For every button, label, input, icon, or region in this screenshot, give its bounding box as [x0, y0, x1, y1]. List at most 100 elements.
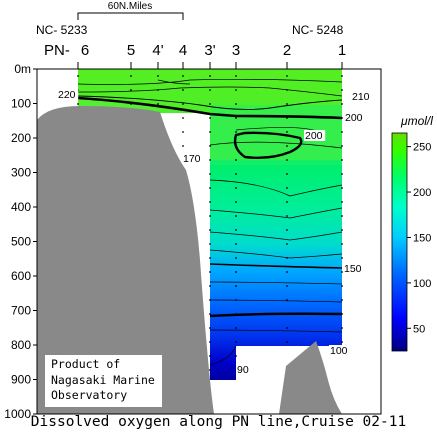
sample-dot — [209, 285, 211, 287]
seafloor-right — [279, 341, 342, 414]
colorbar-tick-label: 150 — [413, 232, 431, 244]
sample-dot — [286, 215, 288, 217]
sample-dot — [182, 117, 184, 119]
colorbar-tick-label: 50 — [413, 323, 425, 335]
contour-label-bg — [351, 91, 373, 102]
sample-dot — [341, 215, 343, 217]
station-labels: 6 5 4' 4 3' 3 2 1 — [77, 42, 346, 69]
sample-dot — [235, 243, 237, 245]
y-axis: 0m 100 200 300 400 500 600 700 800 900 1000 — [4, 62, 37, 421]
sample-dot — [157, 103, 159, 105]
y-tick-label: 0m — [14, 62, 31, 76]
station-label: 3 — [232, 42, 240, 59]
sample-dot — [209, 299, 211, 301]
sample-dot — [286, 131, 288, 133]
sample-dot — [286, 187, 288, 189]
contour-line — [209, 249, 343, 259]
sample-dot — [209, 75, 211, 77]
contour-label: 90 — [237, 364, 249, 376]
contour-label-bg — [329, 345, 351, 356]
scale-bar-label: 60N.Miles — [108, 1, 152, 12]
contour-line — [209, 312, 343, 318]
contour-lines — [77, 78, 343, 366]
contour-line — [233, 131, 303, 160]
contour-label: 220 — [58, 89, 76, 101]
y-tick-label: 700 — [11, 304, 31, 318]
colorbar-ticks: 50 100 150 200 250 — [407, 142, 431, 335]
sample-dot — [286, 299, 288, 301]
sample-dot — [286, 159, 288, 161]
sample-dot — [341, 173, 343, 175]
sample-dot — [182, 145, 184, 147]
sample-dot — [235, 131, 237, 133]
sample-dot — [341, 327, 343, 329]
sample-dot — [235, 257, 237, 259]
sample-dot — [286, 327, 288, 329]
y-tick-label: 300 — [11, 166, 31, 180]
sample-dot — [209, 117, 211, 119]
contour-labels: 220 210 200 200 170 150 100 90 — [57, 89, 373, 376]
sample-dot — [341, 299, 343, 301]
contour-line — [209, 179, 343, 197]
station-label: 3' — [204, 42, 215, 59]
sample-dot — [341, 117, 343, 119]
credit-line: Nagasaki Marine — [51, 372, 155, 387]
sample-dot — [77, 75, 79, 77]
station-label: 4' — [152, 42, 163, 59]
credit-line: Product of — [51, 357, 121, 371]
contour-line — [157, 79, 191, 85]
sample-dot — [130, 89, 132, 91]
station-id-right: NC- 5248 — [292, 23, 344, 37]
sample-dot — [286, 201, 288, 203]
sample-dot — [209, 187, 211, 189]
contour-label: 150 — [344, 263, 362, 275]
sample-dot — [341, 131, 343, 133]
colorbar-scale — [391, 132, 408, 352]
contour-label: 170 — [183, 153, 201, 165]
sample-dot — [235, 313, 237, 315]
y-tick-label: 1000 — [4, 407, 31, 421]
station-label: 6 — [81, 42, 89, 59]
sample-dot — [209, 257, 211, 259]
station-prefix: PN- — [44, 42, 70, 59]
sample-dot — [182, 103, 184, 105]
contour-line — [77, 95, 343, 110]
sample-dot — [209, 355, 211, 357]
sample-dot — [235, 201, 237, 203]
sample-dot — [209, 131, 211, 133]
chart-title: Dissolved oxygen along PN line,Cruise 02… — [30, 414, 407, 430]
sample-dot — [341, 89, 343, 91]
sample-dot — [157, 89, 159, 91]
sample-dot — [209, 215, 211, 217]
sample-dot — [286, 271, 288, 273]
sample-dot — [286, 75, 288, 77]
sample-dot — [209, 201, 211, 203]
contour-label: 200 — [305, 130, 323, 142]
sample-dot — [235, 89, 237, 91]
sample-dot — [286, 103, 288, 105]
station-label: 4 — [179, 42, 187, 59]
colorbar-tick-label: 100 — [413, 278, 431, 290]
sample-dot — [341, 313, 343, 315]
contour-label-bg — [344, 112, 366, 123]
seafloor-left — [37, 106, 214, 414]
sample-dot — [130, 103, 132, 105]
contour-line — [209, 299, 343, 303]
station-label: 2 — [283, 42, 291, 59]
contour-label: 100 — [330, 345, 348, 357]
sample-dot — [235, 271, 237, 273]
sample-dot — [341, 243, 343, 245]
sample-dot — [341, 145, 343, 147]
sample-dot — [235, 215, 237, 217]
y-tick-label: 900 — [11, 373, 31, 387]
sample-dot — [209, 229, 211, 231]
sample-dot — [235, 341, 237, 343]
sample-dot — [341, 159, 343, 161]
water-deep-layer — [210, 160, 342, 380]
plot-area: 220 210 200 200 170 150 100 90 — [37, 69, 381, 414]
station-id-left: NC- 5233 — [36, 23, 88, 37]
y-tick-label: 800 — [11, 338, 31, 352]
contour-label-bg — [304, 130, 326, 141]
contour-line — [209, 263, 343, 269]
sample-dot — [235, 285, 237, 287]
